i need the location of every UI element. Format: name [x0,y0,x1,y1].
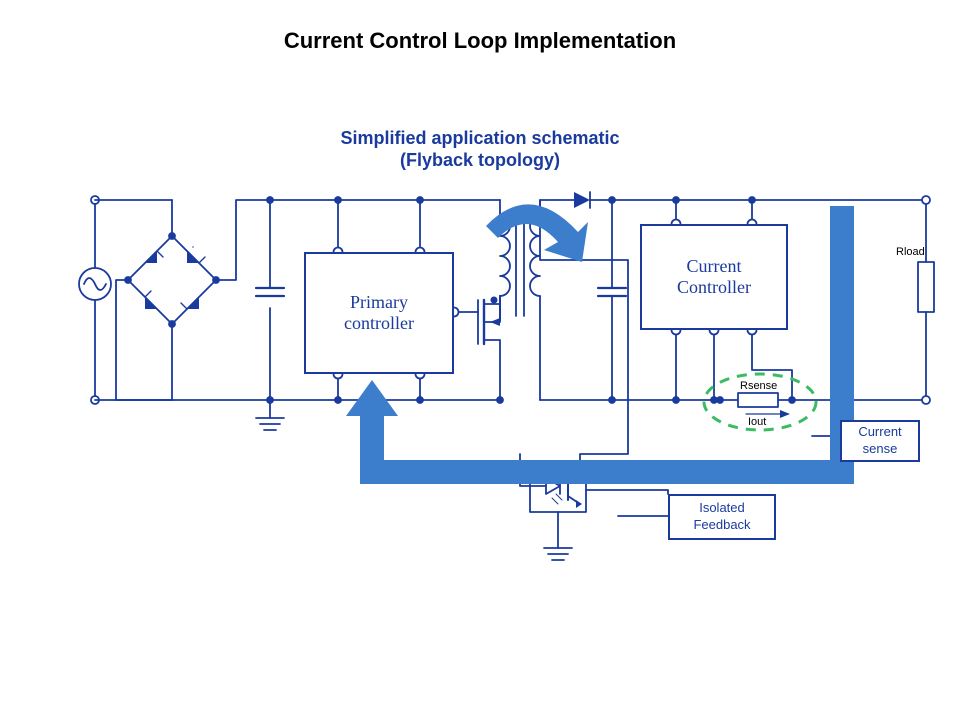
isolated-feedback-block: Isolated Feedback [668,494,776,540]
isolated-feedback-label2: Feedback [693,517,750,532]
rsense-label: Rsense [740,380,777,392]
current-controller-label1: Current [687,256,742,276]
primary-controller-block: Primary controller [304,252,454,374]
primary-controller-label1: Primary [350,292,408,312]
current-controller-label2: Controller [677,277,751,297]
current-sense-label1: Current [858,424,901,439]
schematic-svg [0,0,960,720]
rload-label: Rload [896,246,925,258]
current-sense-label2: sense [863,441,898,456]
current-sense-block: Current sense [840,420,920,462]
primary-controller-label2: controller [344,313,414,333]
current-controller-block: Current Controller [640,224,788,330]
isolated-feedback-label1: Isolated [699,500,745,515]
iout-label: Iout [748,416,766,428]
diagram-canvas: { "title": {"text":"Current Control Loop… [0,0,960,720]
